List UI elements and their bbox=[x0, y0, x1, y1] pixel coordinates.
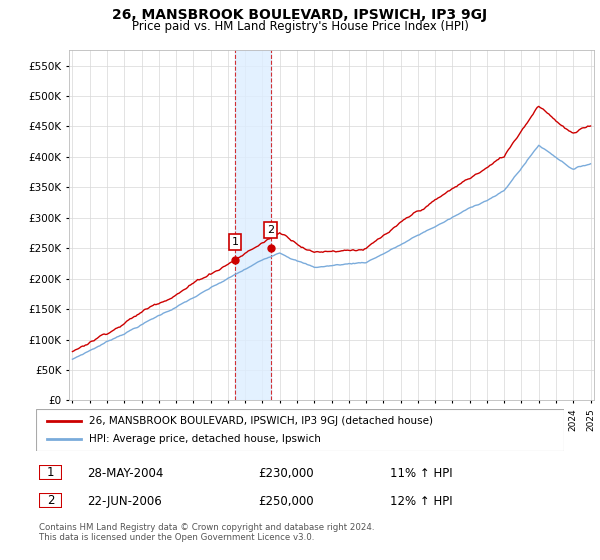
Text: Contains HM Land Registry data © Crown copyright and database right 2024.: Contains HM Land Registry data © Crown c… bbox=[39, 523, 374, 532]
Bar bbox=[235, 50, 271, 400]
FancyBboxPatch shape bbox=[39, 493, 62, 508]
Text: This data is licensed under the Open Government Licence v3.0.: This data is licensed under the Open Gov… bbox=[39, 533, 314, 542]
Text: HPI: Average price, detached house, Ipswich: HPI: Average price, detached house, Ipsw… bbox=[89, 434, 320, 444]
Text: 12% ↑ HPI: 12% ↑ HPI bbox=[390, 494, 452, 508]
Text: £230,000: £230,000 bbox=[258, 466, 314, 480]
Text: 11% ↑ HPI: 11% ↑ HPI bbox=[390, 466, 452, 480]
Text: 1: 1 bbox=[47, 466, 54, 479]
Text: 28-MAY-2004: 28-MAY-2004 bbox=[87, 466, 163, 480]
Text: 26, MANSBROOK BOULEVARD, IPSWICH, IP3 9GJ (detached house): 26, MANSBROOK BOULEVARD, IPSWICH, IP3 9G… bbox=[89, 416, 433, 426]
Text: 26, MANSBROOK BOULEVARD, IPSWICH, IP3 9GJ: 26, MANSBROOK BOULEVARD, IPSWICH, IP3 9G… bbox=[112, 8, 488, 22]
Text: 22-JUN-2006: 22-JUN-2006 bbox=[87, 494, 162, 508]
Text: 1: 1 bbox=[232, 237, 238, 247]
Text: 2: 2 bbox=[47, 494, 54, 507]
Text: 2: 2 bbox=[267, 225, 274, 235]
Text: £250,000: £250,000 bbox=[258, 494, 314, 508]
FancyBboxPatch shape bbox=[39, 465, 62, 480]
FancyBboxPatch shape bbox=[36, 409, 564, 451]
Text: Price paid vs. HM Land Registry's House Price Index (HPI): Price paid vs. HM Land Registry's House … bbox=[131, 20, 469, 32]
